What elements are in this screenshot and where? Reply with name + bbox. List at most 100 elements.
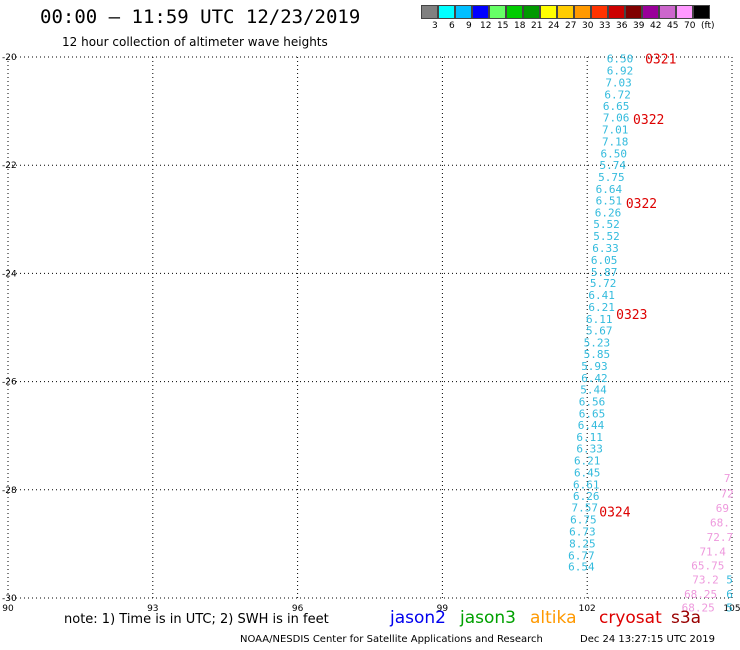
swh-value-cyan: 6.26 <box>595 206 622 219</box>
swh-value-cyan: 6.21 <box>574 455 601 468</box>
swh-value-pink: 68.25 <box>682 602 715 615</box>
swh-value-cyan: 7.18 <box>602 135 629 148</box>
swh-value-cyan: 6.72 <box>604 88 631 101</box>
legend-label: 27 <box>565 21 577 31</box>
swh-value-cyan: 6.65 <box>603 100 630 113</box>
legend-label: 33 <box>599 21 611 31</box>
legend-swatch <box>557 5 574 19</box>
swh-value-pink: 73.2 <box>692 574 719 587</box>
swh-value-pink: 72.7 <box>707 531 734 544</box>
y-tick-label: -22 <box>2 161 17 171</box>
legend-label: 39 <box>633 21 645 31</box>
legend-swatch <box>625 5 642 19</box>
legend-swatch <box>540 5 557 19</box>
legend-label: 15 <box>497 21 509 31</box>
time-label: 0324 <box>599 505 630 520</box>
satellite-name-jason3: jason3 <box>460 608 516 628</box>
legend-label: 21 <box>531 21 543 31</box>
swh-value-cut: 6 <box>726 588 733 601</box>
legend-label: 3 <box>432 21 438 31</box>
swh-value-cyan: 7.01 <box>602 123 629 136</box>
legend-unit: (ft) <box>701 21 715 31</box>
y-tick-label: -20 <box>2 53 17 63</box>
swh-value-cyan: 5.52 <box>593 218 620 231</box>
swh-value-cyan: 6.77 <box>568 549 595 562</box>
swh-value-cyan: 6.92 <box>607 65 634 78</box>
swh-value-cyan: 6.64 <box>596 183 623 196</box>
swh-value-cyan: 6.50 <box>600 147 627 160</box>
swh-value-cyan: 5.72 <box>590 277 617 290</box>
legend-label: 36 <box>616 21 628 31</box>
swh-value-pink: 72 <box>721 488 734 501</box>
x-tick-label: 96 <box>292 604 304 614</box>
swh-value-cyan: 6.73 <box>569 525 596 538</box>
swh-value-cyan: 6.33 <box>576 443 603 456</box>
legend-swatch <box>438 5 455 19</box>
legend-label: 42 <box>650 21 662 31</box>
legend-swatch <box>489 5 506 19</box>
satellite-name-s3a: s3a <box>671 608 702 628</box>
legend-swatch <box>506 5 523 19</box>
swh-value-cyan: 6.56 <box>579 396 606 409</box>
swh-value-cyan: 6.45 <box>574 466 601 479</box>
swh-value-cyan: 5.67 <box>586 325 613 338</box>
swh-value-cyan: 6.65 <box>579 408 606 421</box>
swh-value-cyan: 6.44 <box>578 419 605 432</box>
legend-swatches <box>421 5 710 19</box>
map-subtitle: 12 hour collection of altimeter wave hei… <box>62 35 328 49</box>
legend-swatch <box>676 5 693 19</box>
swh-value-cyan: 6.11 <box>586 313 613 326</box>
swh-value-cyan: 7.06 <box>603 112 630 125</box>
y-tick-label: -26 <box>2 378 17 388</box>
time-label: 0322 <box>626 197 657 212</box>
swh-value-cyan: 5.85 <box>584 348 611 361</box>
legend-label: 24 <box>548 21 560 31</box>
legend-swatch <box>642 5 659 19</box>
satellite-name-jason2: jason2 <box>390 608 446 628</box>
swh-value-pink: 71.4 <box>699 545 726 558</box>
legend-label: 70 <box>684 21 696 31</box>
swh-value-cyan: 5.93 <box>581 360 608 373</box>
x-tick-label: 102 <box>579 604 596 614</box>
legend-label: 12 <box>480 21 492 31</box>
swh-value-pink: 68. <box>710 516 730 529</box>
legend-swatch <box>421 5 438 19</box>
legend-swatch <box>591 5 608 19</box>
swh-value-cyan: 8.25 <box>569 537 596 550</box>
swh-value-cyan: 5.52 <box>593 230 620 243</box>
swh-value-cyan: 6.75 <box>570 514 597 527</box>
legend-swatch <box>659 5 676 19</box>
swh-value-cyan: 6.50 <box>607 53 634 66</box>
generated-timestamp: Dec 24 13:27:15 UTC 2019 <box>580 634 715 645</box>
satellite-name-cryosat: cryosat <box>599 608 662 628</box>
swh-value-cut: 5 <box>726 602 733 615</box>
x-tick-label: 99 <box>437 604 449 614</box>
swh-value-cyan: 5.74 <box>600 159 627 172</box>
footer-note: note: 1) Time is in UTC; 2) SWH is in fe… <box>64 612 329 627</box>
map-title: 00:00 – 11:59 UTC 12/23/2019 <box>40 6 361 28</box>
swh-value-cyan: 7.03 <box>605 76 632 89</box>
y-tick-label: -28 <box>2 486 17 496</box>
legend-label: 9 <box>466 21 472 31</box>
swh-value-cyan: 6.33 <box>592 242 619 255</box>
y-tick-label: -24 <box>2 269 17 279</box>
swh-value-pink: 65.75 <box>691 560 724 573</box>
legend-label: 30 <box>582 21 594 31</box>
swh-value-cyan: 6.26 <box>573 490 600 503</box>
time-label: 0322 <box>633 113 664 128</box>
legend-swatch <box>523 5 540 19</box>
swh-value-cyan: 6.21 <box>588 301 615 314</box>
legend-swatch <box>693 5 710 19</box>
swh-value-cut: 5 <box>726 574 733 587</box>
swh-value-cyan: 6.11 <box>576 431 603 444</box>
legend-swatch <box>455 5 472 19</box>
swh-value-pink: 69 <box>716 502 729 515</box>
swh-value-cyan: 5.75 <box>598 171 625 184</box>
swh-value-cyan: 5.44 <box>580 384 607 397</box>
legend-swatch <box>574 5 591 19</box>
legend-label: 6 <box>449 21 455 31</box>
swh-value-pink: 7 <box>724 472 731 485</box>
y-tick-label: -30 <box>2 594 17 604</box>
x-tick-label: 90 <box>2 604 14 614</box>
